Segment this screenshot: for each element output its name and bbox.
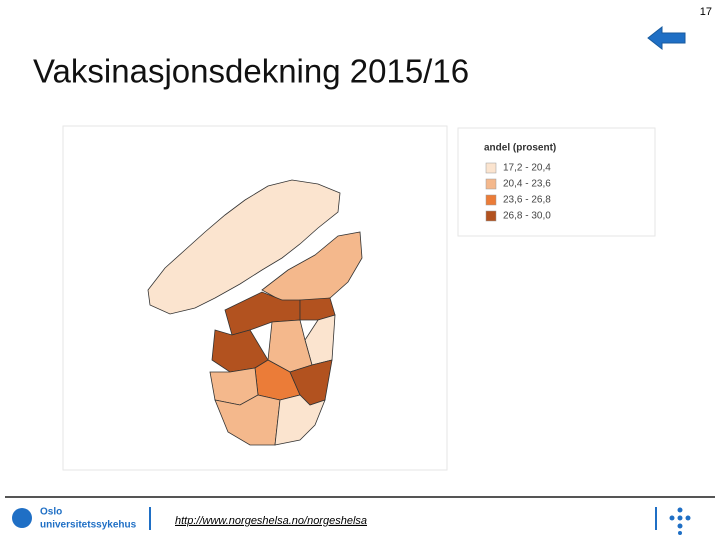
legend-swatch [485, 194, 497, 206]
legend-items: 17,2 - 20,4 20,4 - 23,6 23,6 - 26,8 26,8 - … [485, 162, 551, 222]
legend-swatch [485, 162, 497, 174]
footer-link[interactable]: http://www.norgeshelsa.no/norgeshelsa [175, 515, 367, 527]
map [147, 179, 363, 446]
legend-label: 26,8 - 30,0 [503, 211, 551, 222]
logo-mark [12, 508, 32, 528]
map-region [274, 394, 326, 446]
logo-text: Oslo [40, 507, 62, 518]
legend-swatch [485, 210, 497, 222]
map-region [147, 179, 341, 315]
dots-icon [669, 507, 691, 535]
slide-title: Vaksinasjonsdekning 2015/16 [33, 53, 469, 90]
legend-title: andel (prosent) [484, 143, 556, 154]
arrow-shape[interactable] [647, 25, 686, 51]
page-number: 17 [700, 6, 712, 18]
back-arrow[interactable] [647, 25, 686, 51]
legend-label: 23,6 - 26,8 [503, 195, 551, 206]
logo-text: universitetssykehus [40, 520, 137, 531]
legend-label: 17,2 - 20,4 [503, 163, 551, 174]
logo: Oslo universitetssykehus [12, 507, 137, 531]
legend-label: 20,4 - 23,6 [503, 179, 551, 190]
legend-swatch [485, 178, 497, 190]
